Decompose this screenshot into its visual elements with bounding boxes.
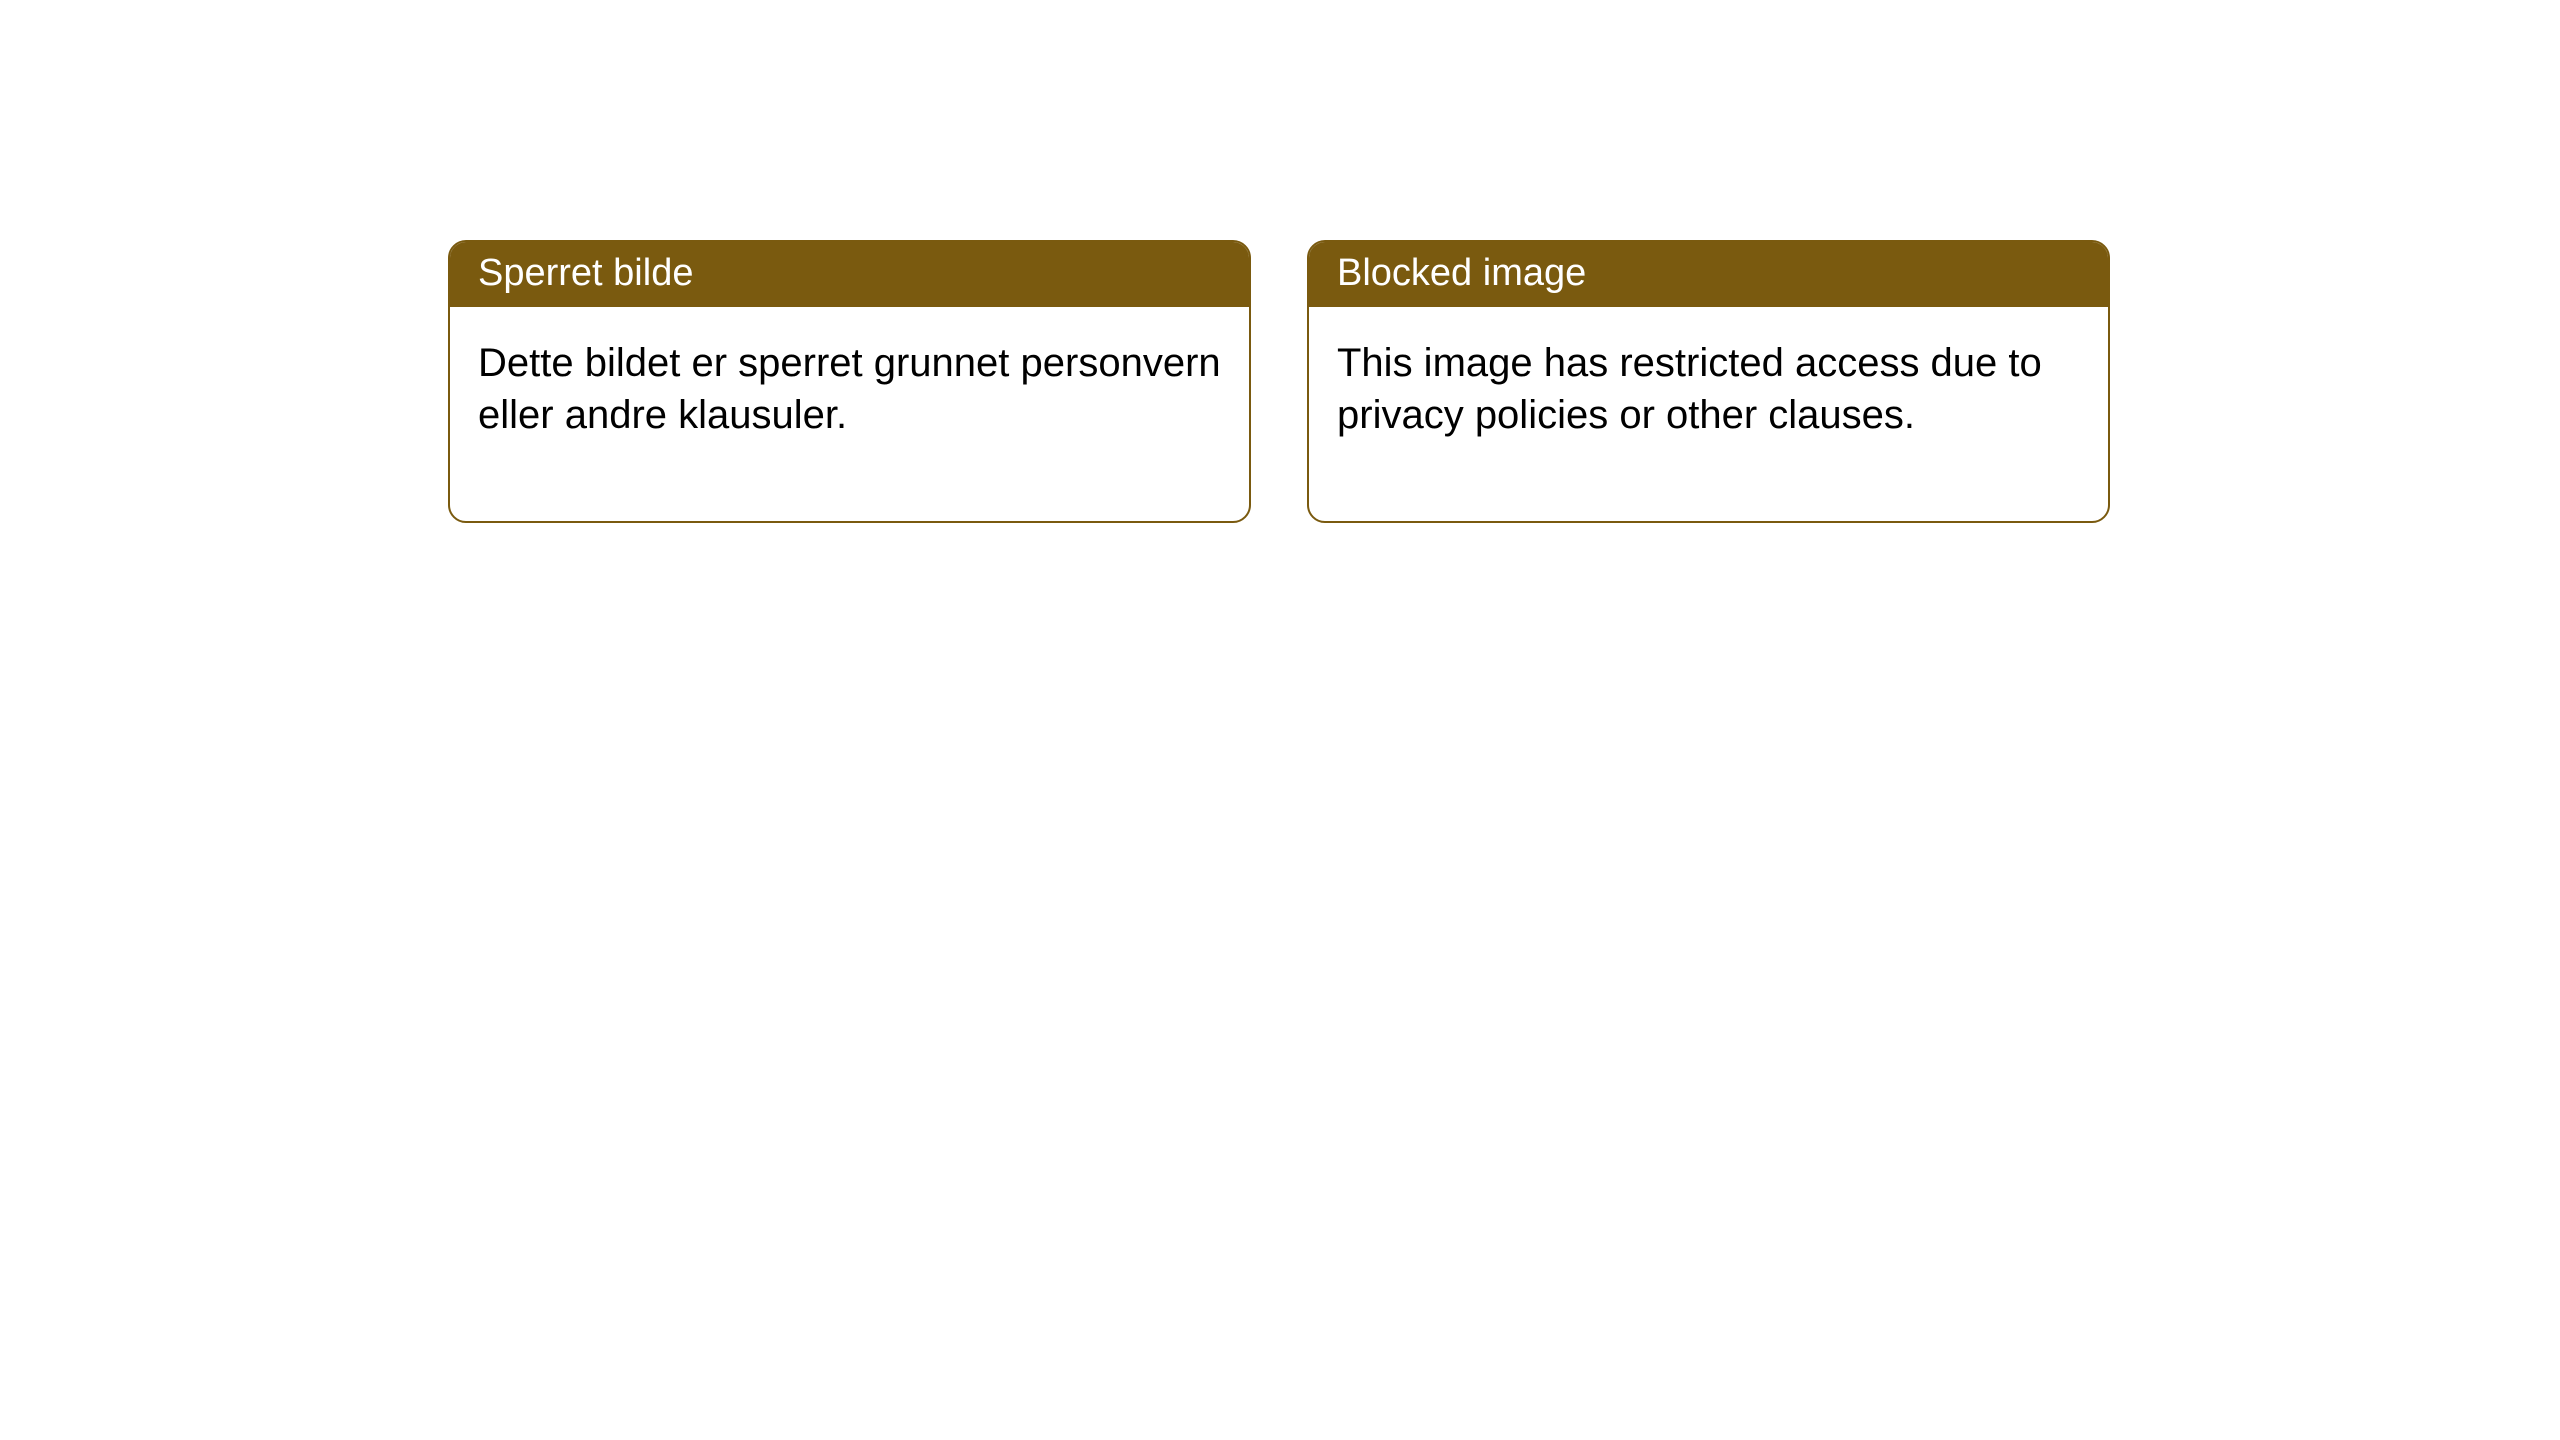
notice-header-norwegian: Sperret bilde xyxy=(450,242,1249,307)
notice-container: Sperret bilde Dette bildet er sperret gr… xyxy=(448,240,2110,523)
notice-body-norwegian: Dette bildet er sperret grunnet personve… xyxy=(450,307,1249,521)
notice-card-english: Blocked image This image has restricted … xyxy=(1307,240,2110,523)
notice-card-norwegian: Sperret bilde Dette bildet er sperret gr… xyxy=(448,240,1251,523)
notice-header-english: Blocked image xyxy=(1309,242,2108,307)
notice-body-english: This image has restricted access due to … xyxy=(1309,307,2108,521)
